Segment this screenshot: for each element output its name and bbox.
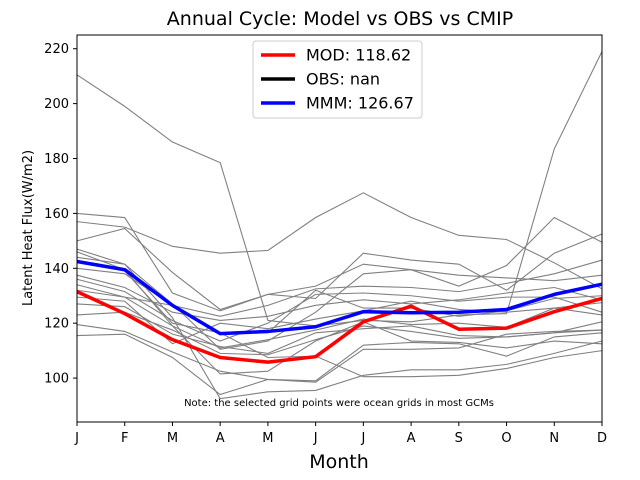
- chart-title: Annual Cycle: Model vs OBS vs CMIP: [167, 8, 513, 30]
- y-tick-label: 200: [44, 97, 69, 112]
- legend-items: MOD: 118.62 OBS: nan MMM: 126.67: [261, 46, 414, 113]
- x-tick-label: A: [407, 431, 416, 446]
- cmip-model-line-17: [76, 248, 603, 400]
- x-tick-label: M: [262, 431, 273, 446]
- plot-frame: [76, 34, 603, 423]
- cmip-model-line-16: [76, 251, 603, 375]
- mod-legend-label: MOD: 118.62: [306, 46, 411, 65]
- plot-lines: [76, 51, 603, 400]
- axes: J F M A M J J A S O N D 100 120 140 160 180 200 220: [44, 42, 607, 446]
- cmip-model-line-18: [76, 262, 603, 378]
- x-tick-label: N: [549, 431, 559, 446]
- cmip-model-line-14: [76, 324, 603, 383]
- x-tick-label: M: [167, 431, 178, 446]
- cmip-model-line-15: [76, 332, 603, 396]
- x-tick-label: O: [501, 431, 511, 446]
- y-tick-label: 220: [44, 42, 69, 57]
- cmip-model-line-1: [76, 51, 603, 327]
- y-tick-label: 120: [44, 317, 69, 332]
- cmip-model-line-4: [76, 216, 603, 311]
- y-tick-label: 100: [44, 372, 69, 387]
- y-tick-label: 160: [44, 207, 69, 222]
- x-tick-label: J: [313, 431, 318, 446]
- legend-box: [252, 40, 423, 119]
- cmip-model-line-3: [76, 192, 603, 290]
- annotation-note: Note: the selected grid points were ocea…: [184, 398, 494, 409]
- x-tick-label: A: [216, 431, 225, 446]
- cmip-model-line-13: [76, 311, 603, 356]
- x-tick-label: J: [360, 431, 365, 446]
- x-tick-label: D: [597, 431, 607, 446]
- x-tick-label: F: [121, 431, 128, 446]
- cmip-model-line-8: [76, 278, 603, 342]
- mod-series-line: [76, 290, 603, 364]
- y-tick-label: 180: [44, 152, 69, 167]
- x-axis-label: Month: [309, 451, 369, 473]
- y-tick-label: 140: [44, 262, 69, 277]
- legend: MOD: 118.62 OBS: nan MMM: 126.67: [252, 40, 423, 119]
- x-tick-label: J: [74, 431, 79, 446]
- cmip-model-line-2: [76, 212, 603, 312]
- mmm-series-line: [76, 259, 603, 336]
- mmm-legend-label: MMM: 126.67: [306, 94, 414, 113]
- y-axis-label: Latent Heat Flux(W/m2): [21, 150, 36, 306]
- obs-legend-label: OBS: nan: [306, 70, 380, 89]
- x-tick-label: S: [455, 431, 463, 446]
